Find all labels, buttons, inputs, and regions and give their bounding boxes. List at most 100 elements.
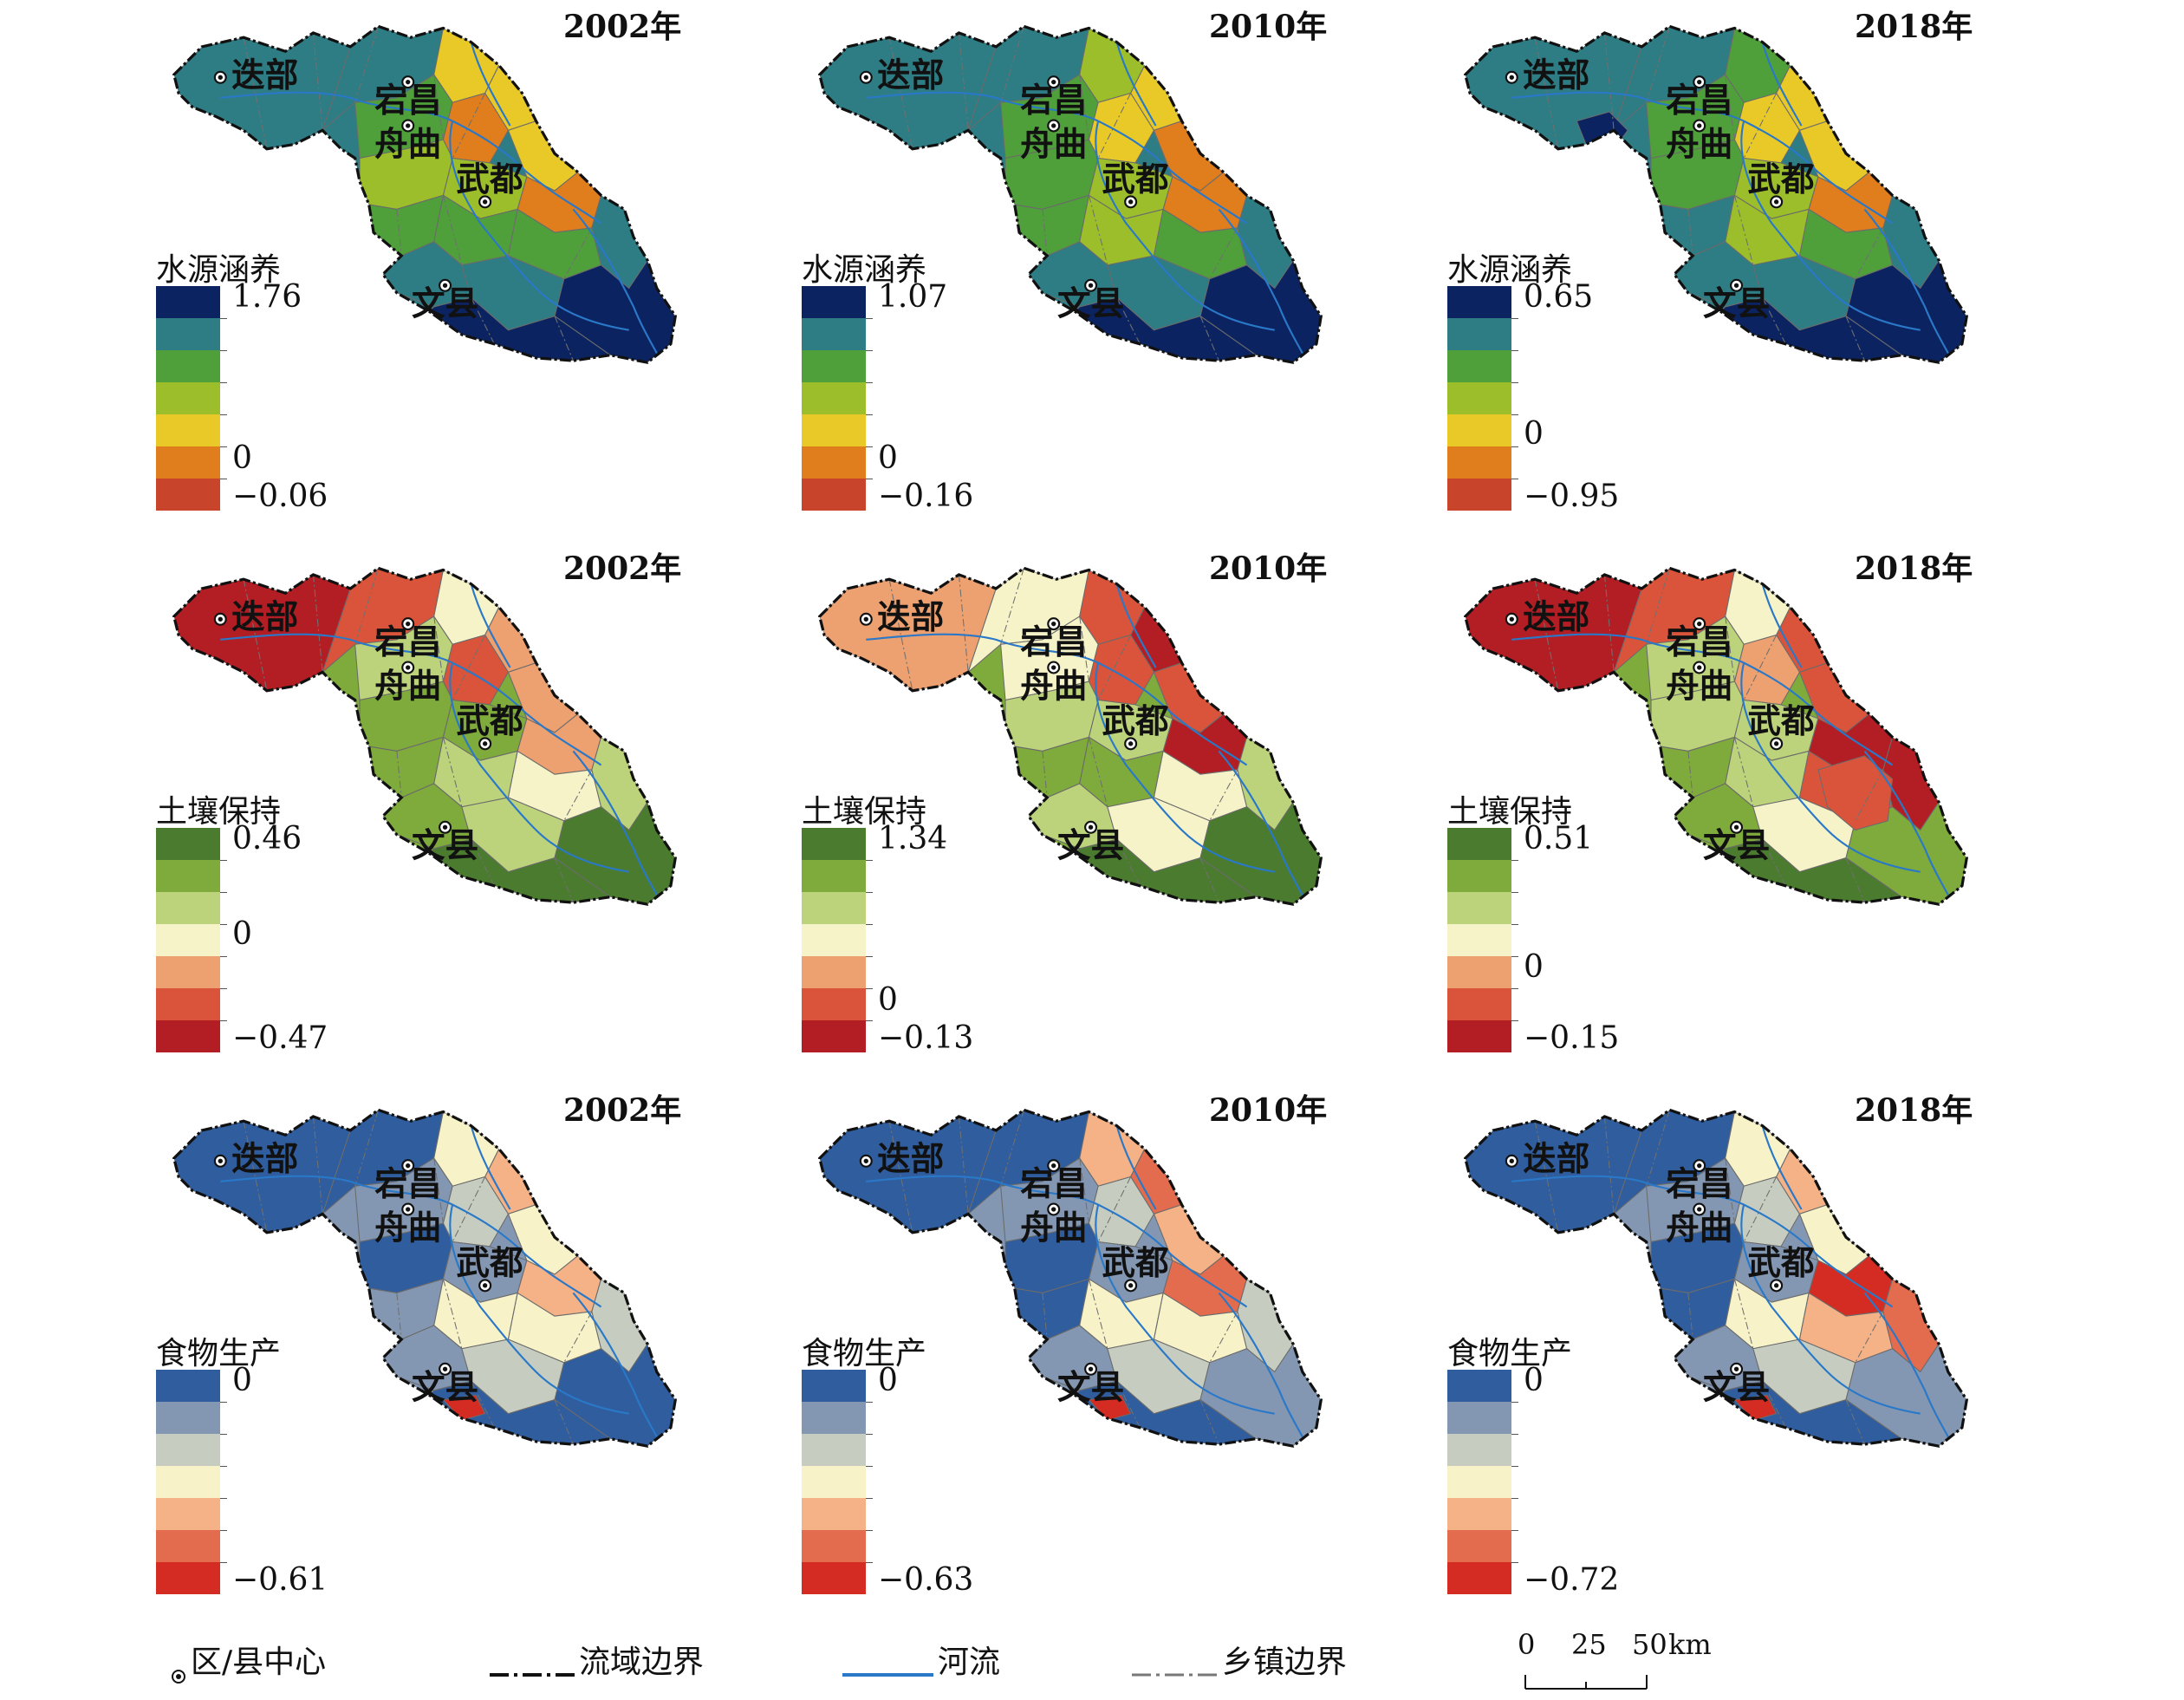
- legend-tick: [1511, 1434, 1518, 1435]
- legend-title: 土壤保持: [802, 794, 927, 830]
- legend-min-value: −0.63: [878, 1562, 974, 1598]
- map-panel-water-2018: 2018年 迭部 宕昌 舟曲 武都 文县 水源涵养 0.65 −0.95 0: [1447, 0, 2071, 529]
- city-label: 迭部: [231, 56, 298, 95]
- legend-tick: [1511, 924, 1518, 925]
- legend-tick: [220, 318, 227, 319]
- legend-title: 食物生产: [1447, 1336, 1573, 1371]
- legend-tick: [1511, 446, 1518, 447]
- legend-swatch: [156, 318, 220, 350]
- town-boundary-line: [312, 1116, 323, 1215]
- town-boundary-line: [1079, 1157, 1089, 1224]
- legend-swatch: [156, 1402, 220, 1434]
- legend-swatch: [156, 286, 220, 318]
- city-label: 宕昌: [1666, 1165, 1732, 1204]
- legend-tick: [220, 860, 227, 861]
- legend-max-value: 0: [232, 1363, 252, 1398]
- legend-swatch: [156, 1466, 220, 1498]
- county-center-marker-dot: [1128, 199, 1134, 205]
- town-boundary-line: [1743, 635, 1778, 700]
- city-label: 文县: [1057, 827, 1124, 866]
- legend-swatch: [1447, 479, 1511, 511]
- legend-tick: [1511, 318, 1518, 319]
- county-center-marker-dot: [1697, 123, 1702, 128]
- town-boundary-line: [452, 1176, 486, 1242]
- year-label: 2018年: [1855, 1092, 1973, 1129]
- legend-swatch: [802, 382, 866, 414]
- legend-max-value: 0.65: [1524, 279, 1594, 315]
- town-boundary-line: [1725, 74, 1735, 140]
- county-center-marker-dot: [1088, 1366, 1094, 1371]
- city-label: 舟曲: [1020, 125, 1087, 164]
- town-boundary-line: [471, 838, 495, 887]
- county-center-marker-dot: [1697, 621, 1702, 627]
- legend-title: 土壤保持: [156, 794, 282, 830]
- county-center-marker-dot: [1051, 665, 1056, 670]
- legend-tick: [1511, 1020, 1518, 1021]
- legend-swatch: [1447, 1370, 1511, 1402]
- legend-swatch: [802, 479, 866, 511]
- legend-tick: [866, 1020, 873, 1021]
- legend-tick: [866, 1434, 873, 1435]
- town-boundary-line: [1209, 769, 1238, 822]
- town-boundary-line: [888, 579, 913, 691]
- city-label: 武都: [1747, 702, 1814, 741]
- basin-boundary: [1463, 1108, 1968, 1448]
- legend-tick: [220, 892, 227, 893]
- city-label: 迭部: [877, 1140, 944, 1179]
- county-center-marker-dot: [1051, 621, 1056, 627]
- town-boundary-line: [958, 32, 969, 131]
- town-boundary-line: [1534, 579, 1559, 691]
- county-center-marker-dot: [406, 123, 411, 128]
- town-boundary-line: [1855, 1311, 1884, 1364]
- legend-swatch: [802, 1498, 866, 1530]
- city-label: 迭部: [877, 56, 944, 95]
- legend-tick: [220, 1434, 227, 1435]
- river-line: [1115, 1125, 1157, 1210]
- legend-max-value: 1.34: [878, 821, 948, 857]
- town-boundary-line: [563, 769, 593, 822]
- town-boundary-line: [1845, 857, 1865, 903]
- legend-swatch: [802, 1370, 866, 1402]
- town-boundary-label: 乡镇边界: [1222, 1645, 1348, 1680]
- legend-zero-value: 0: [232, 916, 252, 952]
- map-panel-food-2018: 2018年 迭部 宕昌 舟曲 武都 文县 食物生产 0 −0.72: [1447, 1084, 2071, 1612]
- scale-tick-25: 25: [1571, 1628, 1607, 1661]
- river-line: [1511, 91, 1894, 225]
- town-boundary-line: [1725, 1157, 1735, 1224]
- town-boundary-line: [1743, 93, 1778, 159]
- county-center-marker-dot: [1128, 741, 1134, 746]
- town-boundary-line: [1646, 26, 1670, 103]
- county-center-marker-dot: [1509, 1158, 1514, 1163]
- legend-swatch: [1447, 414, 1511, 446]
- county-center-marker-dot: [406, 79, 411, 85]
- legend-tick: [866, 1562, 873, 1563]
- town-boundary-line: [958, 574, 969, 673]
- town-boundary-line: [1845, 316, 1865, 361]
- town-boundary-line: [1088, 195, 1108, 265]
- river-line: [1218, 208, 1303, 354]
- city-label: 宕昌: [374, 623, 441, 662]
- city-label: 武都: [456, 1244, 523, 1283]
- basin-boundary: [172, 566, 677, 906]
- county-center-marker-dot: [406, 665, 411, 670]
- city-label: 舟曲: [1666, 125, 1732, 164]
- legend-tick: [220, 1498, 227, 1499]
- county-center-marker-dot: [1773, 741, 1779, 746]
- town-boundary-line: [452, 635, 486, 700]
- river-line: [1863, 750, 1949, 896]
- river-line: [1095, 1204, 1275, 1415]
- town-boundary-line: [1199, 1399, 1219, 1445]
- river-line: [866, 91, 1248, 225]
- legend-swatch: [802, 988, 866, 1020]
- county-center-marker-dot: [1697, 665, 1702, 670]
- town-boundary-line: [1116, 296, 1141, 345]
- legend-min-value: −0.06: [232, 479, 328, 514]
- legend-swatch: [1447, 956, 1511, 988]
- legend-tick: [866, 924, 873, 925]
- legend-zero-value: 0: [1524, 949, 1544, 985]
- legend-swatch: [1447, 286, 1511, 318]
- county-center-marker-dot: [1697, 1163, 1702, 1169]
- town-boundary-line: [1603, 32, 1615, 131]
- legend-swatch: [1447, 1498, 1511, 1530]
